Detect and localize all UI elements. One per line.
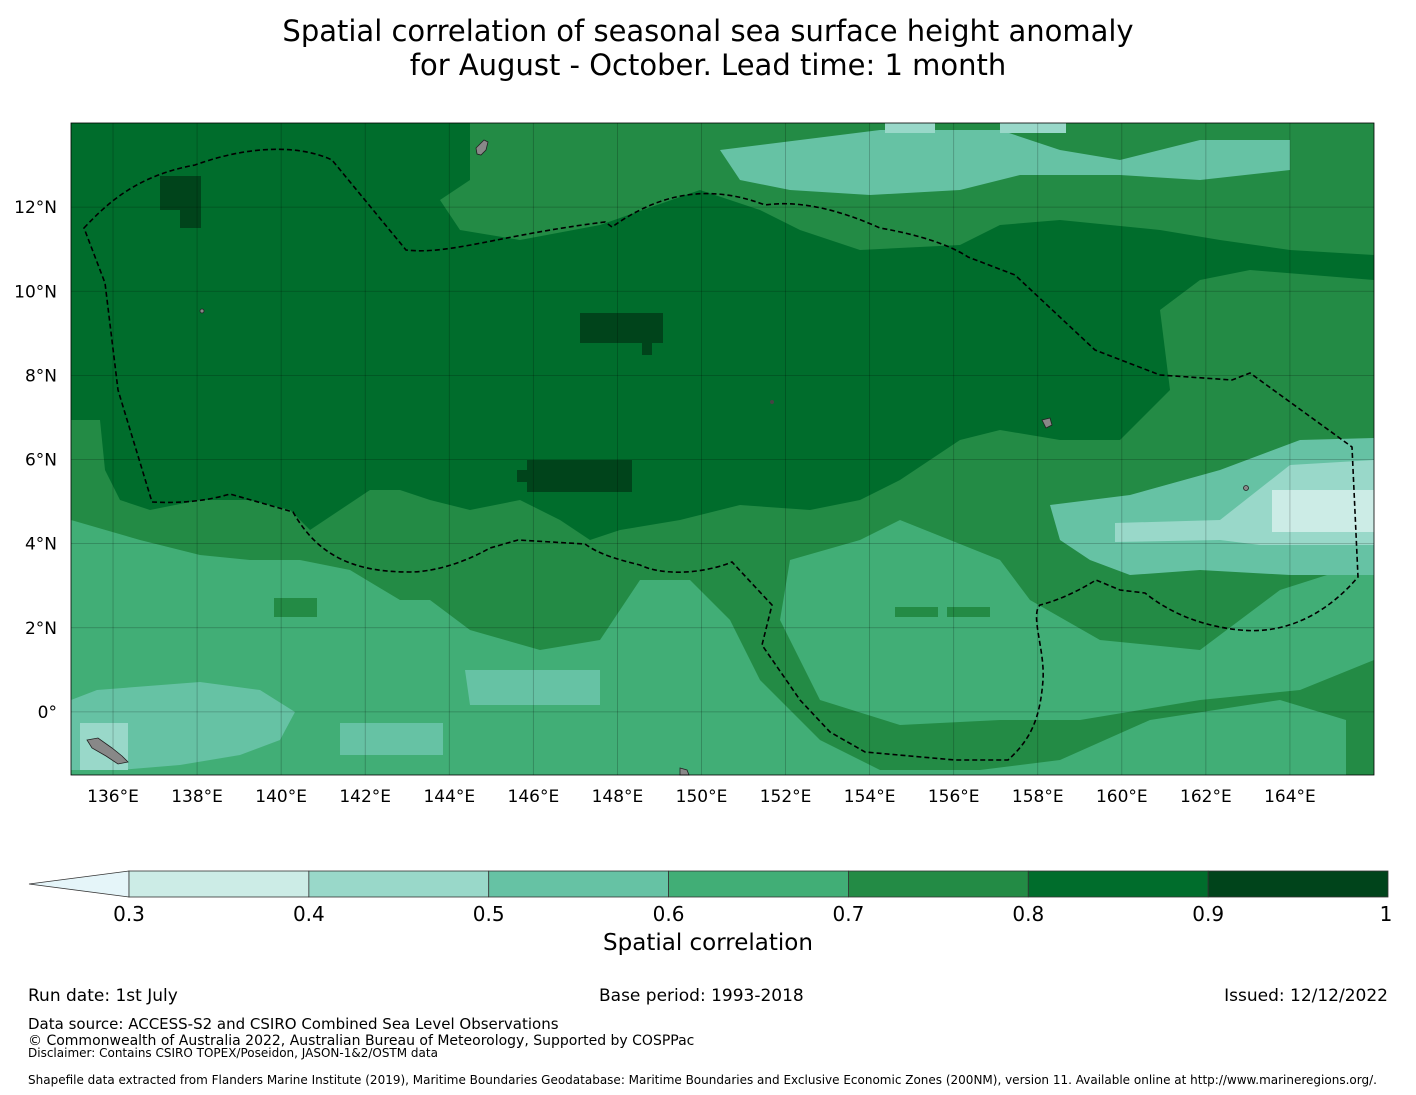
field-small-patch-1 [274, 598, 317, 617]
land-masses [86, 139, 1249, 776]
island-yap [199, 308, 205, 314]
lat-tick-label: 12°N [14, 198, 57, 218]
chart-title: Spatial correlation of seasonal sea surf… [0, 14, 1416, 82]
field-patch-north [580, 313, 663, 355]
longitude-labels: 136°E 138°E 140°E 142°E 144°E 146°E 148°E 150°E… [87, 787, 1316, 807]
colorbar-tick-label: 0.5 [473, 902, 505, 926]
lon-tick-label: 148°E [592, 787, 644, 807]
island-kosrae [1243, 485, 1249, 491]
run-date: Run date: 1st July [28, 986, 178, 1006]
lon-tick-label: 164°E [1264, 787, 1316, 807]
island-new-guinea-north [86, 737, 129, 765]
eez-boundary [83, 148, 1359, 761]
colorbar-segment [488, 870, 669, 898]
title-line-1: Spatial correlation of seasonal sea surf… [282, 14, 1134, 48]
lon-tick-label: 160°E [1096, 787, 1148, 807]
colorbar [28, 870, 1389, 898]
lon-tick-label: 158°E [1012, 787, 1064, 807]
lon-tick-label: 162°E [1180, 787, 1232, 807]
lon-tick-label: 156°E [928, 787, 980, 807]
base-period: Base period: 1993-2018 [599, 986, 804, 1006]
map-frame [70, 122, 1375, 776]
field-small-patch-3 [1346, 720, 1374, 775]
field-north-light [720, 130, 1290, 195]
lat-tick-label: 0° [38, 703, 57, 723]
colorbar-extension [28, 870, 130, 898]
data-source: Data source: ACCESS-S2 and CSIRO Combine… [28, 1015, 559, 1033]
colorbar-tick-label: 0.4 [293, 902, 325, 926]
colorbar-tick-label: 0.7 [833, 902, 865, 926]
colorbar-tick-label: 0.9 [1192, 902, 1224, 926]
colorbar-label: Spatial correlation [603, 930, 813, 956]
lat-tick-label: 2°N [25, 619, 57, 639]
lon-tick-label: 136°E [87, 787, 139, 807]
colorbar-segment [128, 870, 310, 898]
lat-tick-label: 4°N [25, 535, 57, 555]
field-patch-northwest [160, 176, 201, 228]
colorbar-tick-label: 1 [1380, 902, 1393, 926]
gridlines [71, 123, 1374, 775]
colorbar-tick-label: 0.3 [113, 902, 145, 926]
shapefile-credit: Shapefile data extracted from Flanders M… [28, 1073, 1377, 1087]
field-patch-south [517, 460, 632, 492]
colorbar-segment [848, 870, 1029, 898]
field-class-0.8-0.9 [71, 123, 1374, 540]
colorbar-tick-label: 0.6 [653, 902, 685, 926]
colorbar-segment [668, 870, 849, 898]
colorbar-tick-label: 0.8 [1012, 902, 1044, 926]
colorbar-ticks: 0.3 0.4 0.5 0.6 0.7 0.8 0.9 1 [113, 902, 1392, 926]
disclaimer: Disclaimer: Contains CSIRO TOPEX/Poseido… [28, 1046, 438, 1060]
field-small-patch-2 [895, 607, 990, 617]
title-line-2: for August - October. Lead time: 1 month [409, 48, 1007, 82]
lon-tick-label: 152°E [760, 787, 812, 807]
lon-tick-label: 150°E [676, 787, 728, 807]
field-east-lightest [1272, 490, 1374, 532]
lat-tick-label: 10°N [14, 282, 57, 302]
correlation-field [71, 123, 1374, 775]
lat-tick-label: 8°N [25, 366, 57, 386]
lon-tick-label: 144°E [423, 787, 475, 807]
colorbar-segment [1207, 870, 1389, 898]
copyright: © Commonwealth of Australia 2022, Austra… [28, 1033, 695, 1049]
island-chuuk [770, 400, 774, 404]
island-pohnpei [1041, 417, 1053, 429]
field-south-light [465, 670, 600, 705]
lon-tick-label: 140°E [255, 787, 307, 807]
lon-tick-label: 138°E [171, 787, 223, 807]
island-guam [475, 139, 489, 156]
latitude-labels: 12°N 10°N 8°N 6°N 4°N 2°N 0° [14, 198, 57, 723]
issued-date: Issued: 12/12/2022 [1224, 986, 1388, 1006]
field-south-light-2 [340, 723, 443, 755]
field-north-lighter [885, 123, 1066, 133]
colorbar-segment [308, 870, 490, 898]
lon-tick-label: 142°E [339, 787, 391, 807]
lon-tick-label: 146°E [508, 787, 560, 807]
lat-tick-label: 6°N [25, 451, 57, 471]
colorbar-segment [1027, 870, 1209, 898]
lon-tick-label: 154°E [844, 787, 896, 807]
